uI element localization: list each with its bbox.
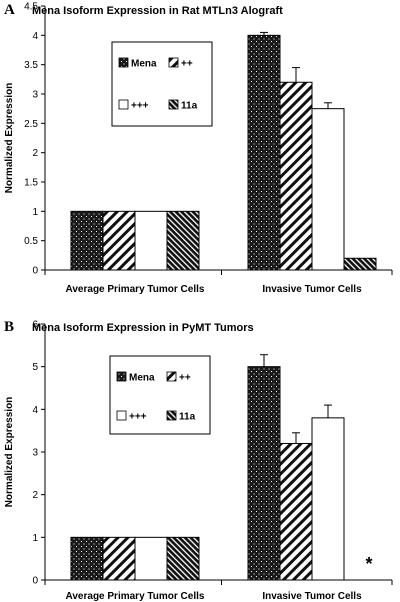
y-tick-label: 2.5 (24, 119, 38, 130)
category-label: Invasive Tumor Cells (262, 284, 362, 295)
y-tick-label: 4.5 (24, 2, 38, 13)
legend-label: 11a (181, 101, 198, 112)
legend-swatch (116, 371, 127, 382)
legend-swatch (116, 410, 127, 421)
legend: Mena +++++ 11a (109, 355, 211, 435)
y-tick-label: 3.5 (24, 60, 38, 71)
bar-11a-1 (343, 257, 377, 271)
bar-mena-0 (70, 210, 104, 271)
chart-panel-b: B Mena Isoform Expression in PyMT Tumors 0… (4, 319, 393, 602)
y-tick-label: 6 (32, 320, 38, 331)
y-tick-label: 3 (32, 90, 38, 101)
y-tick-label: 0.5 (24, 236, 38, 247)
category-label: Average Primary Tumor Cells (66, 591, 205, 602)
legend-box (111, 41, 213, 127)
legend-swatch (168, 99, 179, 110)
bar-plusplusplus-0 (134, 536, 168, 581)
legend-label: ++ (179, 373, 191, 384)
y-tick-label: 2 (32, 148, 38, 159)
y-tick-label: 3 (32, 448, 38, 459)
y-tick-label: 1.5 (24, 178, 38, 189)
legend-swatch (118, 99, 129, 110)
panel-letter: A (4, 2, 15, 18)
bar-plusplusplus-1 (311, 108, 345, 271)
legend-swatch (166, 410, 177, 421)
bar-plusplusplus-1 (311, 417, 345, 581)
y-tick-label: 0 (32, 266, 38, 277)
legend-label: +++ (129, 412, 147, 423)
chart-title: Mena Isoform Expression in PyMT Tumors (32, 322, 254, 334)
y-axis-title: Normalized Expression (4, 83, 15, 194)
chart-panel-a: A Mena Isoform Expression in Rat MTLn3 Al… (4, 2, 393, 295)
legend-label: ++ (181, 59, 193, 70)
bar-plusplusplus-0 (134, 210, 168, 271)
category-label: Average Primary Tumor Cells (66, 284, 205, 295)
bar-11a-0 (166, 536, 200, 581)
bar-mena-1 (247, 34, 281, 271)
bar-plusplus-0 (102, 210, 136, 271)
category-label: Invasive Tumor Cells (262, 591, 362, 602)
bar-11a-0 (166, 210, 200, 271)
y-axis-title: Normalized Expression (4, 397, 15, 508)
bar-plusplus-1 (279, 442, 313, 581)
legend-swatch (168, 57, 179, 68)
chart-title: Mena Isoform Expression in Rat MTLn3 Alo… (32, 5, 283, 17)
legend: Mena +++++ 11a (111, 41, 213, 127)
legend-label: Mena (131, 59, 157, 70)
legend-label: 11a (179, 412, 196, 423)
y-tick-label: 1 (32, 207, 38, 218)
legend-swatch (166, 371, 177, 382)
legend-box (109, 355, 211, 435)
legend-label: +++ (131, 101, 149, 112)
legend-swatch (118, 57, 129, 68)
bar-mena-1 (247, 366, 281, 581)
y-tick-label: 5 (32, 362, 38, 373)
legend-label: Mena (129, 373, 155, 384)
panel-letter: B (4, 319, 14, 335)
y-tick-label: 0 (32, 576, 38, 587)
bar-plusplus-1 (279, 81, 313, 271)
y-tick-label: 4 (32, 31, 38, 42)
y-tick-label: 1 (32, 533, 38, 544)
bar-plusplus-0 (102, 536, 136, 581)
y-tick-label: 4 (32, 405, 38, 416)
y-tick-label: 2 (32, 490, 38, 501)
bar-mena-0 (70, 536, 104, 581)
significance-annotation: * (365, 554, 372, 574)
